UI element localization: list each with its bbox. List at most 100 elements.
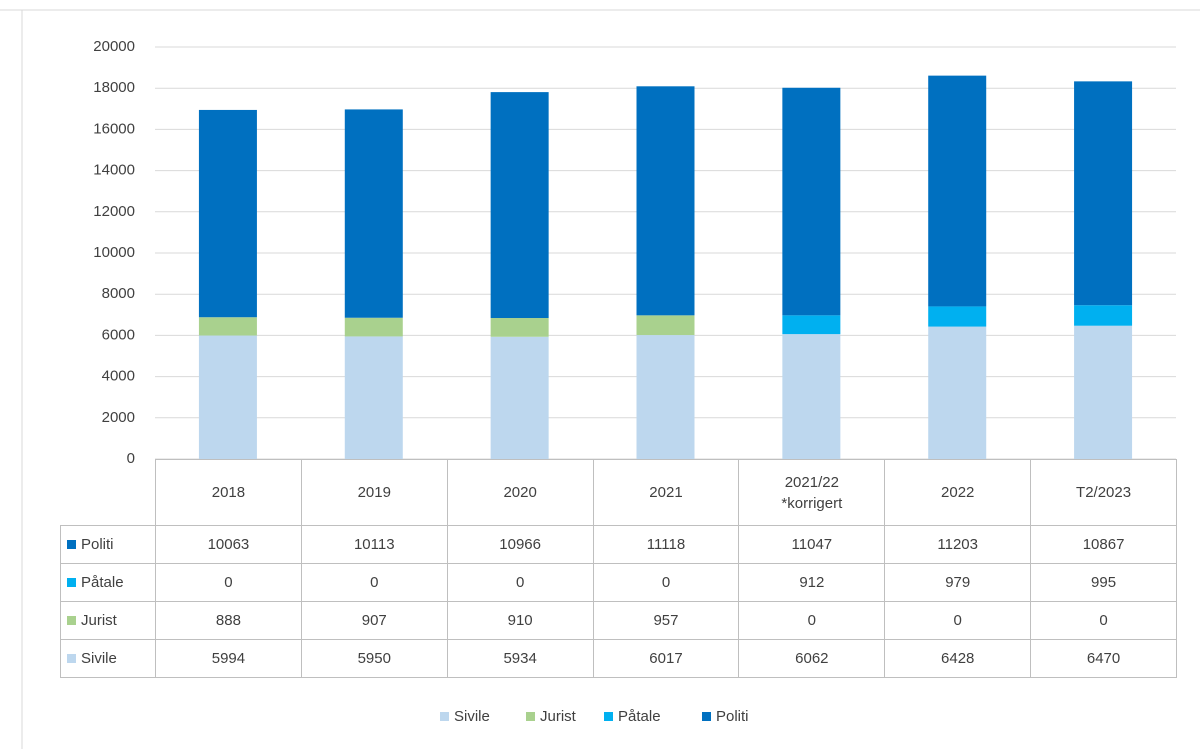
table-cell: 0 [738, 601, 886, 640]
table-cell: 10063 [155, 525, 302, 564]
legend-label: Påtale [618, 707, 661, 725]
table-cell: 0 [884, 601, 1032, 640]
table-cell-text: 0 [1099, 612, 1108, 629]
legend-item: Sivile [440, 706, 490, 726]
table-cell: 995 [1030, 563, 1177, 602]
row-label-text: Påtale [81, 574, 124, 591]
table-cell: 11047 [738, 525, 886, 564]
table-cell-text: 5950 [357, 650, 391, 667]
table-cell: 907 [300, 601, 448, 640]
table-row-label: Politi [60, 525, 156, 564]
legend-key [67, 540, 76, 549]
bar-segment [636, 315, 695, 336]
table-cell-text: 11047 [791, 536, 833, 553]
y-tick-label: 4000 [102, 368, 135, 385]
bar-segment [1074, 325, 1133, 459]
table-cell: 0 [300, 563, 448, 602]
bar-segment [490, 92, 549, 319]
bar-segment [636, 86, 695, 316]
table-cell-text: 957 [653, 612, 679, 629]
table-cell-text: 10063 [207, 536, 250, 553]
table-cell-text: 888 [215, 612, 241, 629]
legend-item: Påtale [604, 706, 661, 726]
legend-label: Sivile [454, 707, 490, 725]
bar-segment [344, 317, 403, 337]
legend-swatch [604, 711, 613, 721]
table-header-cell-text: 2021 [649, 484, 683, 501]
table-header-cell-text: T2/2023 [1076, 484, 1132, 501]
table-header-cell-text: 2020 [503, 484, 537, 501]
table-cell: 10113 [300, 525, 448, 564]
bar-segment [782, 315, 841, 335]
bar-segment [198, 109, 257, 318]
legend-item: Politi [702, 706, 749, 726]
table-cell-text: 6062 [795, 650, 829, 667]
row-label-text: Politi [81, 536, 114, 553]
bar-segment [490, 318, 549, 337]
table-header-cell: 2021/22 *korrigert [738, 459, 886, 526]
legend-swatch [702, 711, 711, 721]
table-header-cell-text: 2018 [211, 484, 246, 501]
table-cell: 912 [738, 563, 886, 602]
table-cell: 888 [155, 601, 302, 640]
table-cell-text: 11118 [646, 536, 686, 553]
y-tick-label: 8000 [102, 285, 135, 302]
legend-label: Politi [716, 707, 749, 725]
table-header-cell: 2022 [884, 459, 1032, 526]
table-cell: 5950 [300, 639, 448, 678]
table-cell-text: 10113 [353, 536, 395, 553]
bar-segment [1074, 81, 1133, 306]
table-header-cell-text: 2022 [941, 484, 975, 501]
y-tick-label: 12000 [93, 203, 135, 220]
legend-key [67, 654, 76, 663]
table-header-cell: 2021 [592, 459, 740, 526]
bar-segment [928, 75, 987, 307]
legend-label: Jurist [540, 707, 576, 725]
y-tick-label: 14000 [93, 162, 135, 179]
table-row-label: Jurist [60, 601, 156, 640]
bar-segment [344, 336, 403, 459]
table-cell-text: 11203 [937, 536, 978, 553]
table-cell-text: 6017 [649, 650, 683, 667]
y-tick-label: 20000 [93, 38, 135, 55]
table-cell-text: 0 [370, 574, 379, 591]
table-cell: 11203 [884, 525, 1032, 564]
table-cell-text: 6428 [941, 650, 975, 667]
table-cell: 5934 [446, 639, 594, 678]
table-cell: 0 [592, 563, 740, 602]
table-cell: 0 [1030, 601, 1177, 640]
table-header-cell: T2/2023 [1030, 459, 1177, 526]
bar-segment [928, 326, 987, 459]
table-cell-text: 979 [945, 574, 971, 591]
table-cell-text: 0 [953, 612, 962, 629]
table-cell: 979 [884, 563, 1032, 602]
table-header-cell: 2018 [155, 459, 302, 526]
y-tick-label: 6000 [102, 326, 135, 343]
table-cell-text: 995 [1091, 574, 1117, 591]
legend-swatch [440, 711, 449, 721]
legend-item: Jurist [526, 706, 576, 726]
table-cell: 10867 [1030, 525, 1177, 564]
y-tick-label: 0 [127, 450, 135, 467]
table-cell-text: 907 [361, 612, 387, 629]
table-cell-text: 5934 [503, 650, 537, 667]
bar-segment [1074, 305, 1133, 326]
table-cell: 6470 [1030, 639, 1177, 678]
table-header-cell: 2019 [300, 459, 448, 526]
table-cell: 10966 [446, 525, 594, 564]
legend-key [67, 616, 76, 625]
table-cell-text: 6470 [1086, 650, 1121, 667]
table-row-label: Påtale [60, 563, 156, 602]
table-cell: 6428 [884, 639, 1032, 678]
legend-swatch [526, 711, 535, 721]
table-cell-text: 0 [661, 574, 671, 591]
table-header-cell-text: 2019 [357, 484, 391, 501]
table-cell-text: 910 [507, 612, 533, 629]
table-row-label: Sivile [60, 639, 156, 678]
table-cell-text: 912 [799, 574, 825, 591]
table-cell-text: 10966 [499, 536, 541, 553]
bar-segment [782, 87, 841, 316]
row-label-text: Jurist [81, 612, 117, 629]
legend-key [67, 578, 76, 587]
